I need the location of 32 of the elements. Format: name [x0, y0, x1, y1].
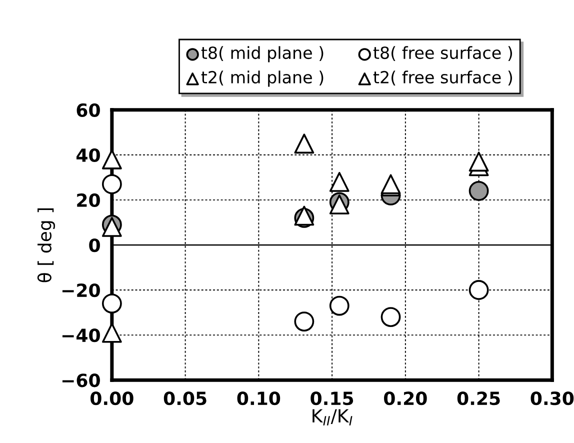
- point: [294, 312, 314, 332]
- y-tick-label: 0: [89, 238, 100, 252]
- y-tick-label: 40: [76, 148, 100, 162]
- legend-label: t8( free surface ): [373, 46, 512, 62]
- y-tick-label: 20: [77, 193, 100, 208]
- y-tick-label: −20: [62, 283, 100, 298]
- x-tick-label: 0.00: [90, 392, 134, 406]
- legend-label: t8( mid plane ): [201, 46, 324, 62]
- x-tick-label: 0.25: [457, 392, 500, 406]
- point: [102, 322, 122, 343]
- x-tick-label: 0.05: [164, 392, 206, 406]
- y-tick-label: 60: [76, 103, 100, 117]
- x-tick-label: 0.15: [310, 392, 354, 406]
- point: [102, 149, 122, 170]
- y-tick-label: −60: [62, 374, 100, 388]
- point: [468, 152, 489, 172]
- legend-label: t2( free surface ): [373, 70, 512, 86]
- x-tick-label: 0.10: [237, 392, 280, 406]
- y-tick-label: −40: [62, 328, 100, 342]
- point: [329, 296, 350, 316]
- x-tick-label: 0.30: [530, 392, 574, 406]
- point: [468, 180, 489, 201]
- legend-label: t2( mid plane ): [201, 70, 324, 87]
- point: [468, 280, 489, 300]
- point: [294, 134, 314, 154]
- x-tick-label: 0.20: [384, 392, 427, 406]
- point: [102, 294, 122, 314]
- point: [102, 174, 122, 194]
- y-axis-title: θ [ deg ]: [37, 208, 56, 282]
- x-axis-title: K$_{II}$/K$_{I}$: [312, 409, 352, 426]
- point: [380, 307, 401, 327]
- point: [329, 172, 350, 192]
